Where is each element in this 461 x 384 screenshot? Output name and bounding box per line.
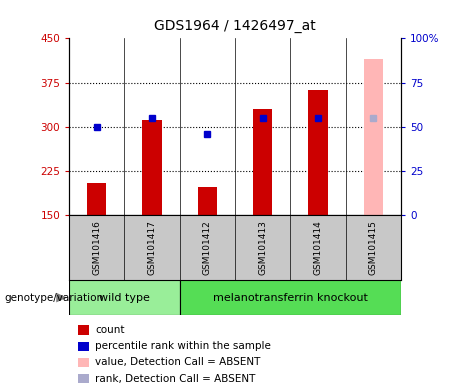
- Text: GSM101417: GSM101417: [148, 220, 157, 275]
- Text: melanotransferrin knockout: melanotransferrin knockout: [213, 293, 368, 303]
- Text: GSM101415: GSM101415: [369, 220, 378, 275]
- Bar: [87, 183, 106, 215]
- Text: genotype/variation: genotype/variation: [5, 293, 104, 303]
- Text: GSM101414: GSM101414: [313, 220, 323, 275]
- Text: rank, Detection Call = ABSENT: rank, Detection Call = ABSENT: [95, 374, 256, 384]
- Text: GSM101413: GSM101413: [258, 220, 267, 275]
- Text: percentile rank within the sample: percentile rank within the sample: [95, 341, 272, 351]
- Bar: [308, 89, 328, 215]
- Bar: [142, 120, 162, 215]
- Bar: [253, 109, 272, 215]
- Bar: [364, 59, 383, 215]
- Bar: [180, 280, 401, 315]
- Text: GSM101416: GSM101416: [92, 220, 101, 275]
- Text: wild type: wild type: [99, 293, 150, 303]
- Bar: [198, 187, 217, 215]
- Text: count: count: [95, 325, 125, 335]
- Bar: [69, 280, 180, 315]
- Text: GSM101412: GSM101412: [203, 220, 212, 275]
- Text: value, Detection Call = ABSENT: value, Detection Call = ABSENT: [95, 358, 261, 367]
- Title: GDS1964 / 1426497_at: GDS1964 / 1426497_at: [154, 19, 316, 33]
